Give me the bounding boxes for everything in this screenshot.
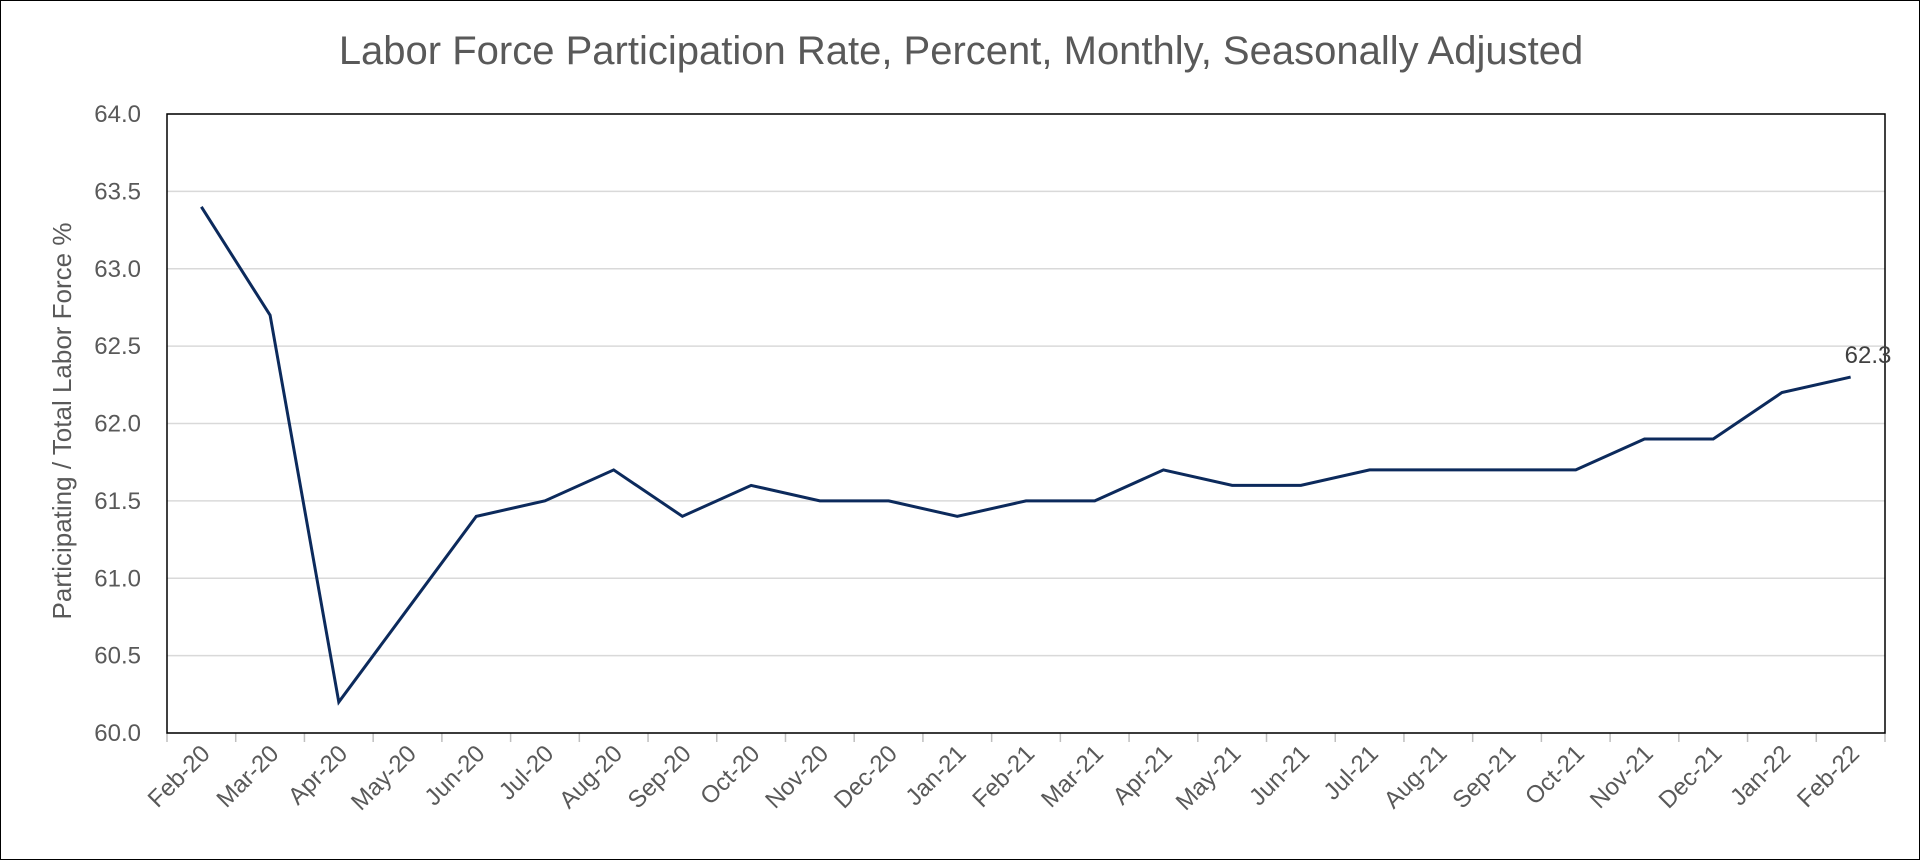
x-tick-label: Mar-20 [211, 740, 284, 813]
y-tick-label: 61.0 [94, 565, 141, 592]
x-tick-label: Jul-21 [1319, 740, 1384, 805]
x-tick-label: Feb-20 [143, 740, 216, 813]
x-tick-label: May-21 [1171, 740, 1247, 816]
x-tick-label: Jan-21 [901, 740, 972, 811]
series-line [200, 206, 1851, 706]
x-tick-label: Jan-22 [1725, 740, 1796, 811]
y-axis-label: Participating / Total Labor Force % [47, 223, 77, 620]
plot-area-border [166, 113, 1886, 734]
x-tick-label: Dec-20 [829, 740, 903, 814]
x-tick-label: Jun-21 [1244, 740, 1315, 811]
chart-title: Labor Force Participation Rate, Percent,… [339, 29, 1583, 73]
x-tick-label: Sep-20 [623, 740, 697, 814]
x-tick-label: Jul-20 [494, 740, 559, 805]
y-tick-label: 64.0 [94, 101, 141, 128]
y-axis-tick-labels: 60.0 60.5 61.0 61.5 62.0 62.5 63.0 63.5 64.0 [94, 101, 141, 747]
x-tick-label: Jun-20 [419, 740, 490, 811]
x-tick-label: Oct-21 [1520, 740, 1590, 810]
series-layer [200, 206, 1851, 706]
y-tick-label: 62.0 [94, 411, 141, 438]
x-tick-label: Sep-21 [1447, 740, 1521, 814]
x-tick-label: Oct-20 [695, 740, 765, 810]
x-tick-label: Mar-21 [1036, 740, 1109, 813]
y-tick-label: 63.0 [94, 256, 141, 283]
gridlines [167, 113, 1885, 734]
y-tick-label: 62.5 [94, 333, 141, 360]
x-tick-label: May-20 [346, 740, 422, 816]
y-tick-label: 63.5 [94, 178, 141, 205]
x-tick-label: Nov-21 [1585, 740, 1659, 814]
y-tick-label: 60.5 [94, 643, 141, 670]
data-label: 62.3 [1845, 342, 1892, 369]
x-tick-label: Aug-21 [1379, 740, 1453, 814]
x-tick-label: Apr-20 [283, 740, 353, 810]
x-tick-label: Feb-21 [967, 740, 1040, 813]
y-tick-label: 61.5 [94, 488, 141, 515]
y-tick-label: 60.0 [94, 720, 141, 747]
x-tick-label: Dec-21 [1654, 740, 1728, 814]
x-tick-label: Aug-20 [554, 740, 628, 814]
x-tick-label: Apr-21 [1108, 740, 1178, 810]
x-tick-label: Nov-20 [760, 740, 834, 814]
x-tick-label: Feb-22 [1792, 740, 1865, 813]
data-labels: 62.3 [1845, 342, 1892, 369]
